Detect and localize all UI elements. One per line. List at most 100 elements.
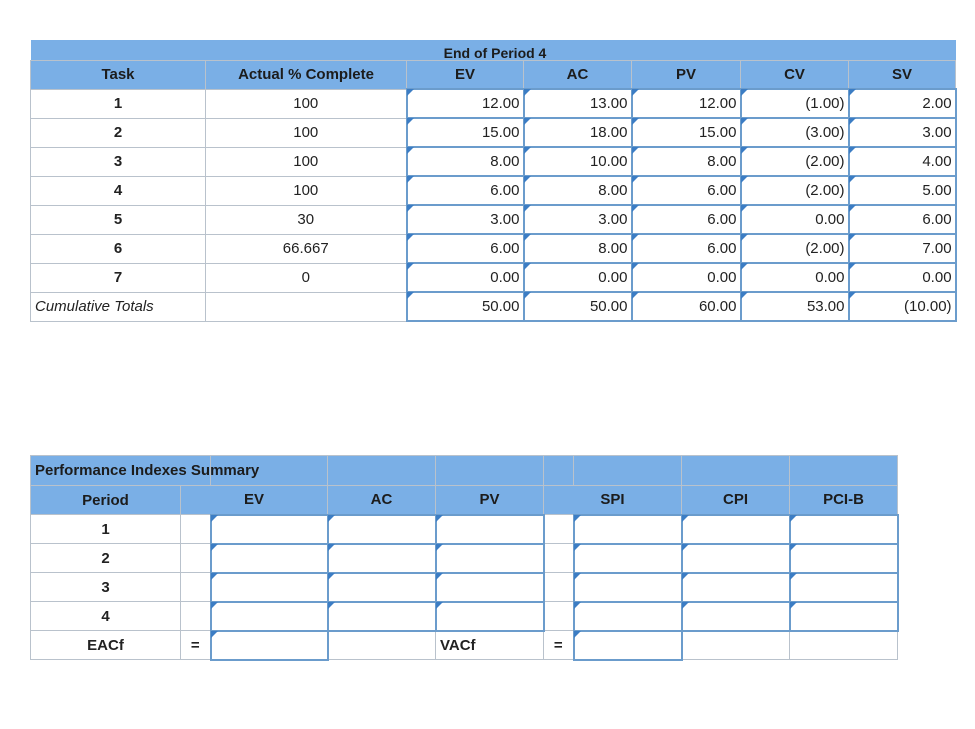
totals-label: Cumulative Totals [30,291,206,322]
vacf-equals: = [543,630,574,660]
ev-input[interactable] [209,513,329,545]
eacf-input[interactable] [209,629,329,661]
task-number: 4 [30,175,206,206]
cv-input[interactable]: (2.00) [739,233,850,264]
spi-input[interactable] [572,542,683,574]
spi-input[interactable] [572,513,683,545]
cpi-input[interactable] [680,600,791,632]
sv-input[interactable]: 2.00 [847,88,957,119]
totals-pv[interactable]: 60.00 [630,291,742,322]
ac-input[interactable] [326,571,437,603]
sv-input[interactable]: 0.00 [847,262,957,293]
ev-input[interactable] [209,600,329,632]
sv-input[interactable]: 6.00 [847,204,957,235]
actual-pct-complete: 66.667 [205,233,407,264]
header-blank [435,455,544,486]
pv-input[interactable]: 15.00 [630,117,742,148]
task-number: 6 [30,233,206,264]
blank-cell [543,543,574,573]
eac-row: EACf = VACf = [30,629,898,661]
header-cv: CV [740,59,849,90]
pv-input[interactable]: 0.00 [630,262,742,293]
header-pv: PV [631,59,741,90]
cv-input[interactable]: (2.00) [739,146,850,177]
pv-input[interactable]: 6.00 [630,175,742,206]
header-pv: PV [435,485,544,515]
period-table: End of Period 4 Task Actual % Complete E… [30,40,957,322]
ac-input[interactable]: 8.00 [522,233,633,264]
totals-sv[interactable]: (10.00) [847,291,957,322]
blank-cell [180,601,211,631]
pv-input[interactable] [434,542,545,574]
ev-input[interactable]: 6.00 [405,233,525,264]
totals-cv[interactable]: 53.00 [739,291,850,322]
cpi-input[interactable] [680,513,791,545]
header-ev: EV [406,59,524,90]
pv-input[interactable]: 8.00 [630,146,742,177]
ac-input[interactable]: 18.00 [522,117,633,148]
ev-input[interactable]: 12.00 [405,88,525,119]
summary-title: Performance Indexes Summary [30,455,259,486]
task-number: 2 [30,117,206,148]
ev-input[interactable]: 15.00 [405,117,525,148]
cv-input[interactable]: (1.00) [739,88,850,119]
spi-input[interactable] [572,571,683,603]
pci-b-input[interactable] [788,571,899,603]
pv-input[interactable]: 6.00 [630,204,742,235]
sv-input[interactable]: 5.00 [847,175,957,206]
header-ev: EV [180,485,328,515]
task-number: 1 [30,88,206,119]
task-row: 7 0 0.00 0.00 0.00 0.00 0.00 [30,262,957,293]
header-spi: SPI [543,485,682,515]
pv-input[interactable] [434,513,545,545]
sv-input[interactable]: 3.00 [847,117,957,148]
actual-pct-complete: 0 [205,262,407,293]
pv-input[interactable] [434,600,545,632]
pv-input[interactable]: 6.00 [630,233,742,264]
ev-input[interactable]: 0.00 [405,262,525,293]
ac-input[interactable] [326,542,437,574]
period-number: 1 [30,514,181,544]
ev-input[interactable] [209,571,329,603]
cv-input[interactable]: 0.00 [739,204,850,235]
task-row: 4 100 6.00 8.00 6.00 (2.00) 5.00 [30,175,957,206]
ac-input[interactable]: 10.00 [522,146,633,177]
cv-input[interactable]: (3.00) [739,117,850,148]
cv-input[interactable]: 0.00 [739,262,850,293]
blank-cell [681,630,790,660]
ac-input[interactable]: 0.00 [522,262,633,293]
period-number: 4 [30,601,181,631]
ac-input[interactable]: 8.00 [522,175,633,206]
pci-b-input[interactable] [788,513,899,545]
eacf-equals: = [180,630,211,660]
ev-input[interactable]: 3.00 [405,204,525,235]
ac-input[interactable] [326,513,437,545]
pci-b-input[interactable] [788,600,899,632]
blank-cell [180,572,211,602]
spi-input[interactable] [572,600,683,632]
header-sv: SV [847,59,957,90]
sv-input[interactable]: 7.00 [847,233,957,264]
vacf-input[interactable] [572,629,683,661]
pci-b-input[interactable] [788,542,899,574]
pv-input[interactable] [434,571,545,603]
sv-input[interactable]: 4.00 [847,146,957,177]
cv-input[interactable]: (2.00) [739,175,850,206]
cpi-input[interactable] [680,542,791,574]
totals-ev[interactable]: 50.00 [405,291,525,322]
task-row: 1 100 12.00 13.00 12.00 (1.00) 2.00 [30,88,957,119]
period-number: 2 [30,543,181,573]
ev-input[interactable] [209,542,329,574]
blank-cell [180,514,211,544]
ac-input[interactable] [326,600,437,632]
actual-pct-complete: 30 [205,204,407,235]
header-blank [327,455,436,486]
totals-ac[interactable]: 50.00 [522,291,633,322]
ac-input[interactable]: 13.00 [522,88,633,119]
ev-input[interactable]: 6.00 [405,175,525,206]
pv-input[interactable]: 12.00 [630,88,742,119]
ac-input[interactable]: 3.00 [522,204,633,235]
ev-input[interactable]: 8.00 [405,146,525,177]
task-row: 2 100 15.00 18.00 15.00 (3.00) 3.00 [30,117,957,148]
cpi-input[interactable] [680,571,791,603]
